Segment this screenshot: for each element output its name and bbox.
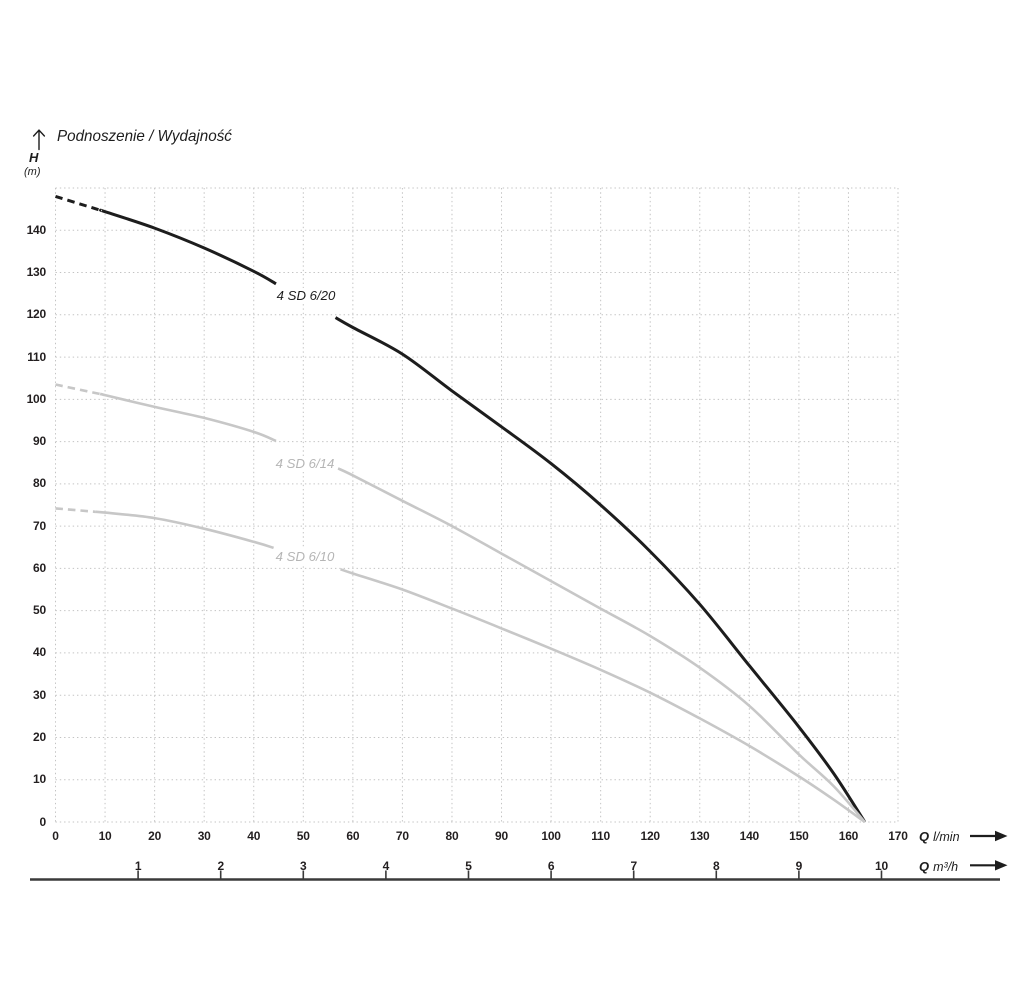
x-tick-label-m3h: 9	[795, 858, 803, 873]
y-tick-label: 80	[33, 476, 46, 491]
y-axis-unit: (m)	[24, 166, 41, 178]
curve-4-sd-6-10-segment-2	[340, 568, 866, 824]
y-tick-label: 100	[26, 391, 47, 406]
curve-label-4-sd-6-20: 4 SD 6/20	[273, 288, 339, 304]
curve-label-4-sd-6-14: 4 SD 6/14	[272, 456, 338, 472]
curve-4-sd-6-20-segment-1	[99, 208, 277, 286]
y-tick-label: 60	[33, 560, 46, 575]
x-tick-label-lmin: 90	[495, 829, 508, 843]
x-tick-label-m3h: 5	[465, 858, 472, 873]
y-tick-label: 110	[27, 349, 46, 364]
x-axis-arrowhead-m3h	[995, 860, 1008, 871]
x-tick-label-m3h: 10	[875, 858, 888, 873]
y-direction-up-arrow-icon	[32, 129, 46, 151]
x-tick-label-lmin: 110	[591, 829, 611, 843]
curve-4-sd-6-14-dashed-lead	[55, 383, 101, 396]
y-tick-label: 90	[33, 434, 46, 449]
y-tick-label: 70	[33, 518, 46, 533]
y-tick-label: 30	[33, 687, 46, 702]
curve-label-4-sd-6-10: 4 SD 6/10	[272, 549, 338, 565]
y-tick-label: 130	[26, 265, 47, 280]
x-tick-label-lmin: 60	[346, 829, 360, 843]
curve-4-sd-6-20-dashed-lead	[55, 194, 104, 213]
x-tick-label-m3h: 4	[382, 858, 390, 873]
x-tick-label-lmin: 70	[395, 829, 409, 843]
curve-4-sd-6-20-segment-2	[334, 316, 867, 823]
x-tick-label-m3h: 1	[134, 858, 142, 873]
curve-4-sd-6-10-segment-1	[95, 510, 275, 550]
curve-4-sd-6-14-segment-2	[337, 467, 866, 823]
x-tick-label-lmin: 10	[98, 829, 112, 843]
x-tick-label-lmin: 150	[789, 829, 809, 843]
x-tick-label-lmin: 160	[838, 829, 859, 843]
x-tick-label-lmin: 50	[296, 829, 310, 843]
x-axis-lmin-unit: l/min	[933, 830, 960, 844]
x-tick-label-m3h: 6	[547, 858, 555, 873]
x-tick-label-m3h: 7	[630, 858, 637, 873]
x-tick-label-lmin: 40	[247, 829, 261, 843]
x-tick-label-lmin: 0	[52, 829, 59, 843]
x-tick-label-m3h: 8	[713, 858, 720, 873]
y-tick-label: 10	[33, 772, 46, 787]
x-tick-label-lmin: 20	[148, 829, 162, 843]
y-tick-label: 140	[26, 222, 47, 237]
y-tick-label: 50	[33, 603, 46, 618]
x-tick-label-lmin: 120	[640, 829, 660, 843]
curve-4-sd-6-14-segment-1	[98, 392, 277, 443]
x-axis-arrowhead-lmin	[995, 830, 1008, 842]
y-tick-label: 20	[33, 729, 46, 744]
curve-4-sd-6-10-dashed-lead	[55, 507, 96, 514]
y-axis-symbol: H	[29, 150, 39, 165]
x-tick-label-m3h: 3	[300, 858, 307, 873]
x-axis-lmin-symbol: Q	[919, 829, 930, 844]
chart-title: Podnoszenie / Wydajność	[57, 128, 232, 145]
x-axis-m3h-symbol: Q	[919, 858, 930, 874]
x-tick-label-lmin: 30	[197, 829, 211, 843]
chart-grid	[55, 187, 899, 823]
y-tick-label: 120	[26, 307, 47, 322]
x-tick-label-lmin: 140	[739, 829, 760, 843]
x-tick-label-lmin: 130	[690, 829, 710, 843]
y-tick-label: 0	[39, 814, 47, 829]
x-axis-m3h-unit: m³/h	[933, 859, 959, 874]
x-tick-label-lmin: 170	[888, 829, 908, 843]
x-tick-label-lmin: 100	[541, 829, 561, 843]
y-tick-label: 40	[33, 645, 46, 660]
x-tick-label-lmin: 80	[445, 829, 459, 843]
x-tick-label-m3h: 2	[217, 858, 224, 873]
